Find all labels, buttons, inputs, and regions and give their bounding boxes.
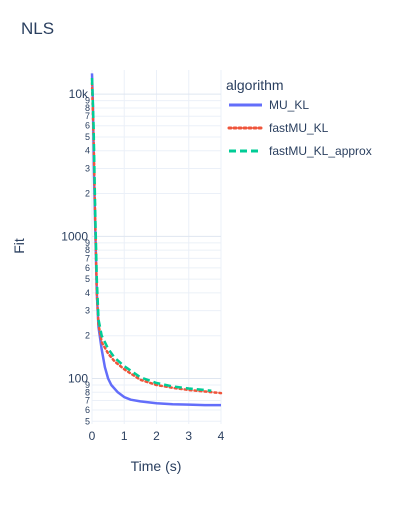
x-tick-label: 2 [153, 429, 160, 443]
y-minor-tick-label: 5 [85, 416, 90, 426]
x-axis: 0 1 2 3 4 [89, 429, 225, 443]
x-tick-label: 0 [89, 429, 96, 443]
x-tick-label: 3 [185, 429, 192, 443]
y-minor-tick-label: 7 [85, 396, 90, 406]
grid [91, 70, 222, 424]
legend-item-label: MU_KL [269, 98, 309, 112]
y-minor-tick-label: 4 [85, 288, 90, 298]
y-minor-tick-label: 3 [85, 306, 90, 316]
x-tick-label: 1 [121, 429, 128, 443]
plot-area [90, 73, 223, 407]
y-minor-tick-label: 2 [85, 331, 90, 341]
y-minor-tick-label: 8 [85, 387, 90, 397]
y-minor-tick-label: 6 [85, 263, 90, 273]
y-major-tick-label: 100 [68, 372, 88, 386]
y-axis-title: Fit [11, 238, 27, 254]
x-axis-title: Time (s) [131, 458, 182, 474]
y-minor-tick-label: 6 [85, 405, 90, 415]
x-tick-label: 4 [218, 429, 225, 443]
y-minor-tick-label: 5 [85, 132, 90, 142]
y-major-tick-label: 10k [69, 87, 89, 101]
legend-item-label: fastMU_KL_approx [269, 144, 372, 158]
y-minor-tick-label: 8 [85, 245, 90, 255]
y-minor-tick-label: 7 [85, 253, 90, 263]
y-minor-tick-label: 7 [85, 111, 90, 121]
y-minor-tick-label: 2 [85, 189, 90, 199]
y-minor-tick-label: 9 [85, 96, 90, 106]
y-minor-tick-label: 6 [85, 121, 90, 131]
series-line-fastmu-kl-approx [90, 77, 212, 393]
y-minor-tick-label: 9 [85, 380, 90, 390]
y-minor-tick-label: 3 [85, 164, 90, 174]
y-major-tick-label: 1000 [61, 229, 88, 243]
y-minor-tick-label: 9 [85, 238, 90, 248]
legend-title: algorithm [226, 77, 284, 93]
y-minor-tick-label: 5 [85, 274, 90, 284]
y-minor-tick-label: 8 [85, 103, 90, 113]
legend: algorithm MU_KL fastMU_KL fastMU_KL_approx [226, 77, 372, 158]
y-minor-tick-label: 4 [85, 146, 90, 156]
legend-item-label: fastMU_KL [269, 121, 329, 135]
chart-title: NLS [21, 19, 54, 38]
